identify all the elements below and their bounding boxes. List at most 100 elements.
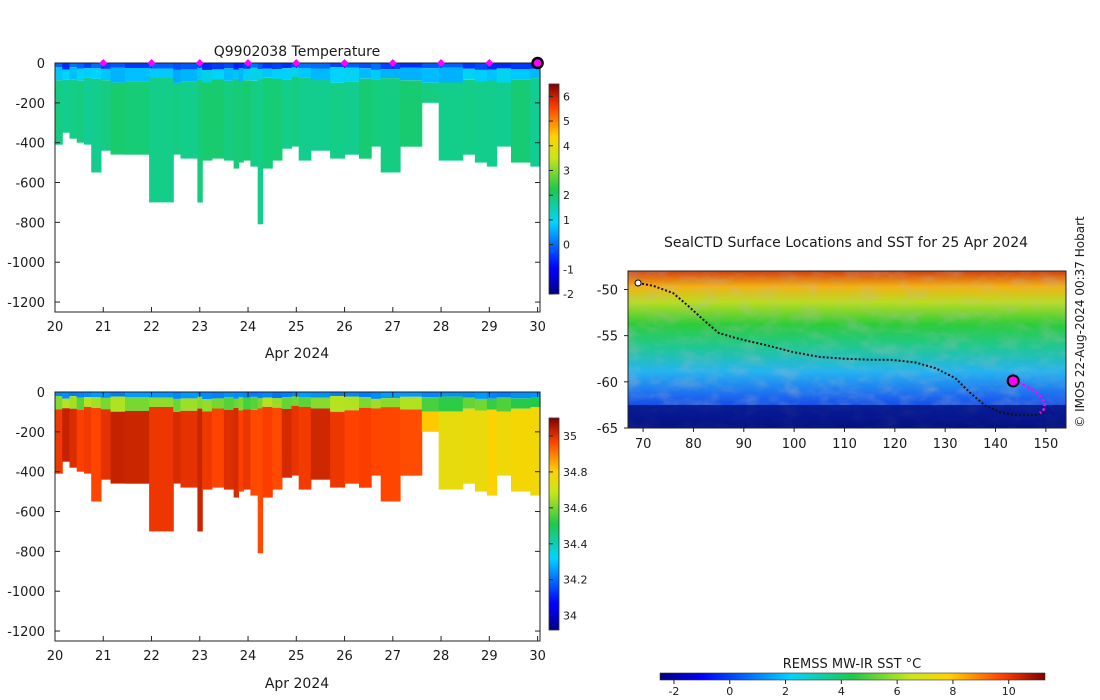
section-cell [474,81,488,163]
profile-markers [99,56,544,70]
x-tick-label: 23 [192,320,209,335]
section-cell [330,396,346,412]
section-cell [281,397,293,409]
section-cell [291,396,300,406]
section-cell [496,392,512,398]
section-cell [371,69,382,80]
map-x-tick-label: 120 [882,437,907,452]
profile-marker [388,59,397,67]
section-cell [474,69,488,82]
section-cell [173,69,181,83]
section-cell [310,392,331,398]
section-cell [400,67,423,81]
section-cell [100,63,112,69]
y-tick-label: -200 [15,97,45,112]
sst-map: SealCTD Surface Locations and SST for 25… [597,216,1087,698]
section-cell [530,397,541,408]
section-cell [243,397,251,410]
section-cell [421,63,440,69]
section-cell [238,63,244,69]
sea-ice-band [628,405,1066,428]
temperature-chart-title: Q9902038 Temperature [214,44,381,60]
section-cell [474,63,488,70]
section-cell [438,392,464,397]
section-cell [359,68,372,79]
x-tick-label: 24 [240,649,257,664]
section-cell [257,392,264,399]
section-cell [62,408,70,462]
track-start-marker [634,279,642,287]
map-x-tick-label: 150 [1033,437,1058,452]
map-title: SealCTD Surface Locations and SST for 25… [664,235,1028,251]
section-cell [110,63,126,68]
map-x-tick-label: 110 [832,437,857,452]
section-cell [344,396,360,411]
colorbar-tick-label: 35 [563,430,577,443]
map-y-tick-label: -60 [597,376,618,391]
section-cell [55,409,63,474]
section-cell [180,81,198,159]
section-cell [400,80,423,147]
map-y-tick-label: -55 [597,330,618,345]
section-cell [380,392,401,399]
x-tick-label: 29 [481,649,498,664]
sst-colorbar-tick-label: 4 [838,685,845,698]
temperature-axes: 20 21 22 23 24 25 26 27 28 29 30 0 -200 -400 -600 -800 -… [7,57,546,335]
section-cell [359,407,372,488]
salinity-data-cells [55,392,541,554]
map-x-tick-label: 140 [983,437,1008,452]
section-cell [298,68,312,78]
section-cell [250,67,259,81]
section-cell [173,411,181,484]
y-tick-label: -400 [15,466,45,481]
temperature-colorbar [548,83,560,295]
section-cell [486,80,498,167]
section-cell [281,392,293,398]
x-tick-label: 25 [288,649,305,664]
section-cell [272,78,283,161]
salinity-x-label: Apr 2024 [265,676,329,692]
profile-marker [244,59,253,67]
section-cell [291,392,300,397]
section-cell [180,63,198,70]
section-cell [233,69,239,79]
section-cell [530,392,541,398]
section-cell [243,392,251,398]
sst-colorbar-tick-label: -2 [668,685,679,698]
colorbar-tick-label: 4 [563,140,570,153]
current-profile-marker [531,56,544,70]
x-tick-label: 30 [529,649,546,664]
section-cell [223,397,235,410]
section-cell [84,63,92,69]
section-cell [76,63,85,69]
x-tick-label: 23 [192,649,209,664]
section-cell [511,392,531,399]
colorbar-tick-label: 6 [563,90,570,103]
section-cell [400,409,423,476]
colorbar-tick-label: -2 [563,288,574,301]
section-cell [281,408,293,478]
section-cell [272,392,283,398]
section-cell [310,397,331,409]
section-cell [380,407,401,502]
section-cell [380,69,401,79]
section-cell [281,68,293,80]
profile-marker [437,59,446,67]
section-cell [125,81,150,155]
section-cell [438,396,464,412]
section-cell [197,79,203,203]
colorbar-tick-label: 3 [563,164,570,177]
section-cell [55,392,63,396]
section-cell [149,63,174,69]
map-frame [627,270,1067,429]
x-tick-label: 28 [433,649,450,664]
section-cell [211,408,225,488]
section-cell [84,77,92,145]
x-tick-label: 21 [95,320,112,335]
section-cell [197,408,203,532]
section-cell [62,63,70,70]
section-cell [474,392,488,399]
section-cell [84,406,92,474]
section-cell [359,63,372,69]
section-cell [421,82,440,103]
